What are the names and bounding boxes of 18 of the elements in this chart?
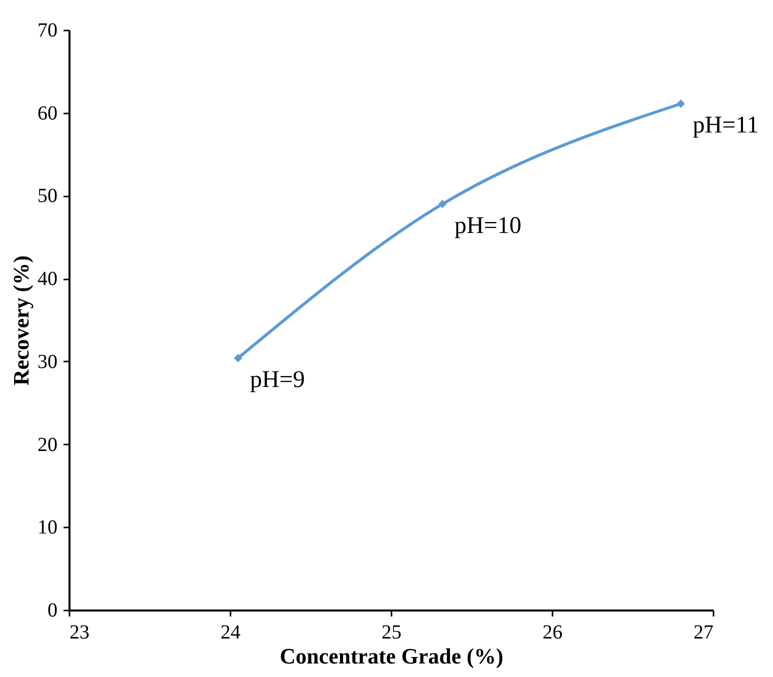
annotation: pH=9: [250, 367, 305, 394]
y-tick-label: 30: [38, 350, 58, 373]
y-tick-label: 70: [38, 20, 58, 42]
y-tick-label: 50: [38, 185, 58, 208]
x-tick-label: 26: [542, 622, 562, 644]
y-tick-label: 40: [38, 268, 58, 290]
y-tick-label: 20: [38, 434, 58, 456]
annotation: pH=10: [454, 213, 522, 239]
x-tick-label: 25: [382, 622, 402, 644]
x-axis-title: Concentrate Grade (%): [280, 644, 504, 668]
y-tick-label: 60: [38, 102, 58, 124]
x-tick-label: 27: [694, 622, 714, 644]
x-tick-label: 23: [70, 622, 90, 644]
annotation: pH=11: [692, 112, 759, 139]
y-axis-title: Recovery (%): [8, 255, 34, 386]
y-tick-label: 10: [38, 516, 58, 539]
x-tick-label: 24: [220, 622, 240, 644]
y-tick-label: 0: [48, 600, 58, 622]
